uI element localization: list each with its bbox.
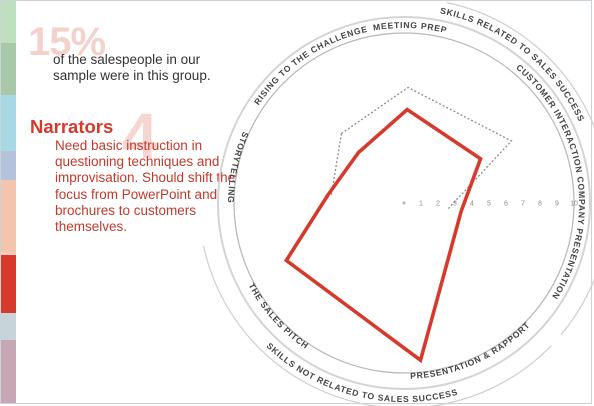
group-title: Narrators <box>30 116 114 137</box>
strip-segment <box>1 340 16 403</box>
strip-segment <box>1 180 16 252</box>
scale-tick-label: 10 <box>570 201 578 208</box>
scale-tick-label: 2 <box>436 201 440 208</box>
strip-segment <box>1 1 16 43</box>
strip-segment <box>1 151 16 180</box>
center-dot <box>402 201 406 205</box>
group-number: 4 <box>122 100 158 172</box>
bracket-arc-bottom <box>202 245 552 406</box>
strip-segment <box>1 43 16 95</box>
strip-segment <box>1 255 16 313</box>
scale-tick-label: 8 <box>538 201 542 208</box>
color-strip <box>1 1 16 403</box>
scale-tick-label: 5 <box>487 201 491 208</box>
scale-tick-label: 1 <box>419 201 423 208</box>
strip-segment <box>1 313 16 340</box>
percent-figure: 15% <box>28 20 106 64</box>
group-series-outline <box>283 107 483 364</box>
scale-tick-label: 3 <box>453 201 457 208</box>
scale-tick-label: 4 <box>470 201 474 208</box>
percent-caption: of the salespeople in our sample were in… <box>53 52 211 83</box>
group-description: Need basic instruction in questioning te… <box>55 138 243 235</box>
strip-segment <box>1 95 16 151</box>
strip-segment <box>1 252 16 255</box>
scale-tick-label: 9 <box>555 201 559 208</box>
comparison-series-outline <box>341 86 513 210</box>
scale-tick-label: 7 <box>521 201 525 208</box>
scale-tick-label: 6 <box>504 201 508 208</box>
bracket-arc-top <box>446 1 594 336</box>
outer-ring <box>217 16 591 390</box>
